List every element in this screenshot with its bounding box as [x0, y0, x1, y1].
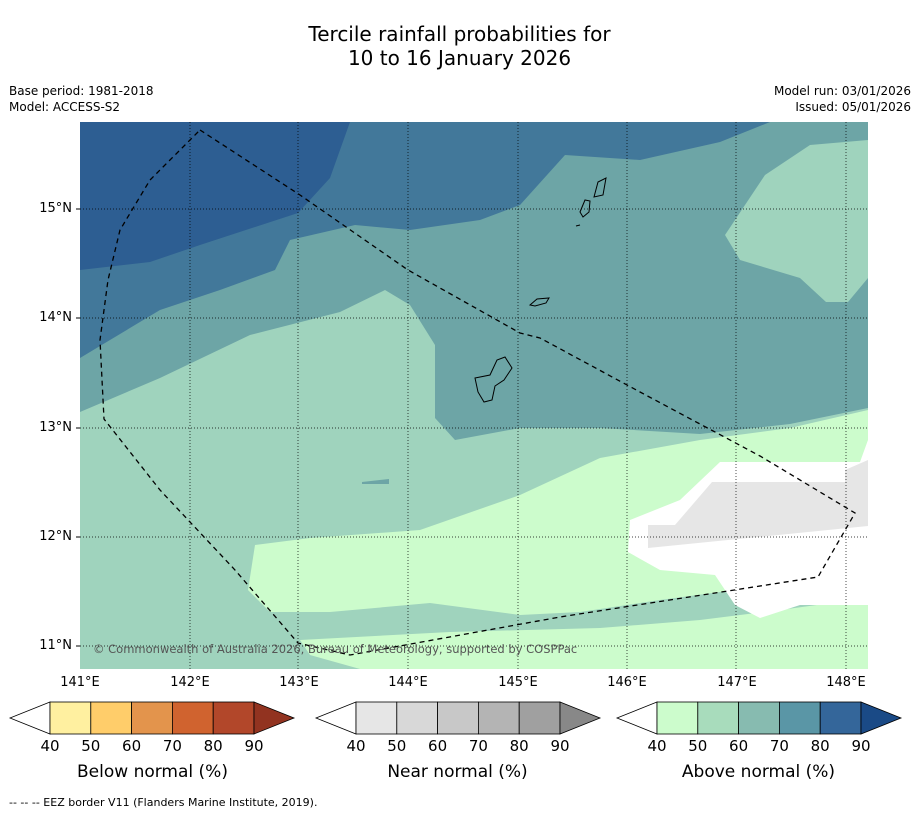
region-near-40 — [648, 460, 868, 548]
colorbar-near-tick: 90 — [550, 737, 570, 755]
colorbar-above-tick: 70 — [769, 737, 789, 755]
colorbar-title-near: Near normal (%) — [387, 762, 528, 782]
lon-label-141e: 141°E — [60, 675, 100, 690]
colorbar-above-tick: 50 — [688, 737, 708, 755]
colorbar-above-segment — [697, 701, 739, 735]
lon-label-145e: 145°E — [498, 675, 538, 690]
colorbar-below-segment — [171, 701, 214, 735]
island-guam — [474, 356, 513, 403]
colorbar-below — [8, 701, 296, 735]
map-title: Tercile rainfall probabilities for 10 to… — [0, 22, 919, 70]
colorbar-near-segment — [355, 701, 398, 735]
colorbar-title-below: Below normal (%) — [77, 762, 228, 782]
colorbar-below-segment — [212, 701, 255, 735]
model-name: Model: ACCESS-S2 — [9, 100, 121, 114]
eez-border — [99, 129, 856, 656]
copyright-note: © Commonwealth of Australia 2026, Bureau… — [93, 642, 577, 656]
title-line-2: 10 to 16 January 2026 — [347, 46, 572, 70]
colorbar-near-tick: 70 — [468, 737, 488, 755]
colorbar-below-arrow-low — [8, 701, 51, 735]
colorbar-near-tick: 40 — [346, 737, 366, 755]
region-above-70-islet — [362, 479, 389, 484]
issued-date: Issued: 05/01/2026 — [795, 100, 911, 114]
base-period: Base period: 1981-2018 — [9, 84, 154, 98]
title-line-1: Tercile rainfall probabilities for — [308, 22, 611, 46]
colorbar-above-segment — [819, 701, 862, 735]
island-tinian — [579, 199, 591, 218]
colorbar-below-segment — [90, 701, 133, 735]
colorbar-below-segment — [131, 701, 173, 735]
island-aguijan — [575, 224, 581, 227]
model-run: Model run: 03/01/2026 — [773, 84, 911, 98]
gridlines — [80, 122, 868, 669]
islands — [474, 177, 607, 403]
colorbar-above-tick: 80 — [810, 737, 830, 755]
colorbar-above-segment — [779, 701, 821, 735]
eez-legend-note: -- -- -- EEZ border V11 (Flanders Marine… — [9, 796, 318, 809]
meta-right: Model run: 03/01/2026 Issued: 05/01/2026 — [774, 83, 911, 115]
lat-label-13n: 13°N — [39, 420, 72, 435]
lat-label-14n: 14°N — [39, 310, 72, 325]
colorbar-above-arrow-high — [860, 701, 903, 735]
colorbar-above-tick: 60 — [729, 737, 749, 755]
lon-label-148e: 148°E — [826, 675, 866, 690]
lon-label-147e: 147°E — [717, 675, 757, 690]
colorbar-near-tick: 60 — [428, 737, 448, 755]
colorbar-near-segment — [518, 701, 561, 735]
colorbar-near-arrow-low — [314, 701, 357, 735]
colorbar-near-segment — [396, 701, 438, 735]
colorbar-near-tick: 50 — [387, 737, 407, 755]
colorbar-below-tick: 70 — [162, 737, 182, 755]
meta-left: Base period: 1981-2018 Model: ACCESS-S2 — [9, 83, 154, 115]
map-area: © Commonwealth of Australia 2026, Bureau… — [80, 122, 868, 669]
region-above-50-east — [725, 140, 868, 302]
island-rota — [528, 297, 550, 307]
colorbar-above-segment — [738, 701, 780, 735]
colorbar-near-tick: 80 — [509, 737, 529, 755]
island-saipan — [593, 177, 607, 198]
lon-label-146e: 146°E — [607, 675, 647, 690]
lon-label-142e: 142°E — [170, 675, 210, 690]
region-above-80 — [80, 122, 350, 270]
colorbar-above-segment — [656, 701, 699, 735]
region-above-40-south — [300, 598, 868, 669]
colorbar-below-tick: 80 — [203, 737, 223, 755]
colorbar-below-tick: 50 — [81, 737, 101, 755]
colorbar-above — [615, 701, 903, 735]
colorbar-above-tick: 40 — [647, 737, 667, 755]
lat-label-15n: 15°N — [39, 201, 72, 216]
colorbar-below-tick: 90 — [244, 737, 264, 755]
colorbar-title-above: Above normal (%) — [681, 762, 836, 782]
lat-label-12n: 12°N — [39, 529, 72, 544]
lat-label-11n: 11°N — [39, 638, 72, 653]
colorbar-below-tick: 60 — [122, 737, 142, 755]
colorbar-below-arrow-high — [253, 701, 296, 735]
colorbar-near-segment — [477, 701, 520, 735]
colorbar-below-tick: 40 — [40, 737, 60, 755]
colorbar-near-arrow-high — [559, 701, 602, 735]
colorbar-near-segment — [437, 701, 479, 735]
colorbar-above-tick: 90 — [851, 737, 871, 755]
lon-label-144e: 144°E — [388, 675, 428, 690]
axis-ticks — [76, 208, 80, 647]
colorbar-above-arrow-low — [615, 701, 658, 735]
lon-label-143e: 143°E — [279, 675, 319, 690]
colorbar-below-segment — [49, 701, 92, 735]
colorbar-near — [314, 701, 602, 735]
